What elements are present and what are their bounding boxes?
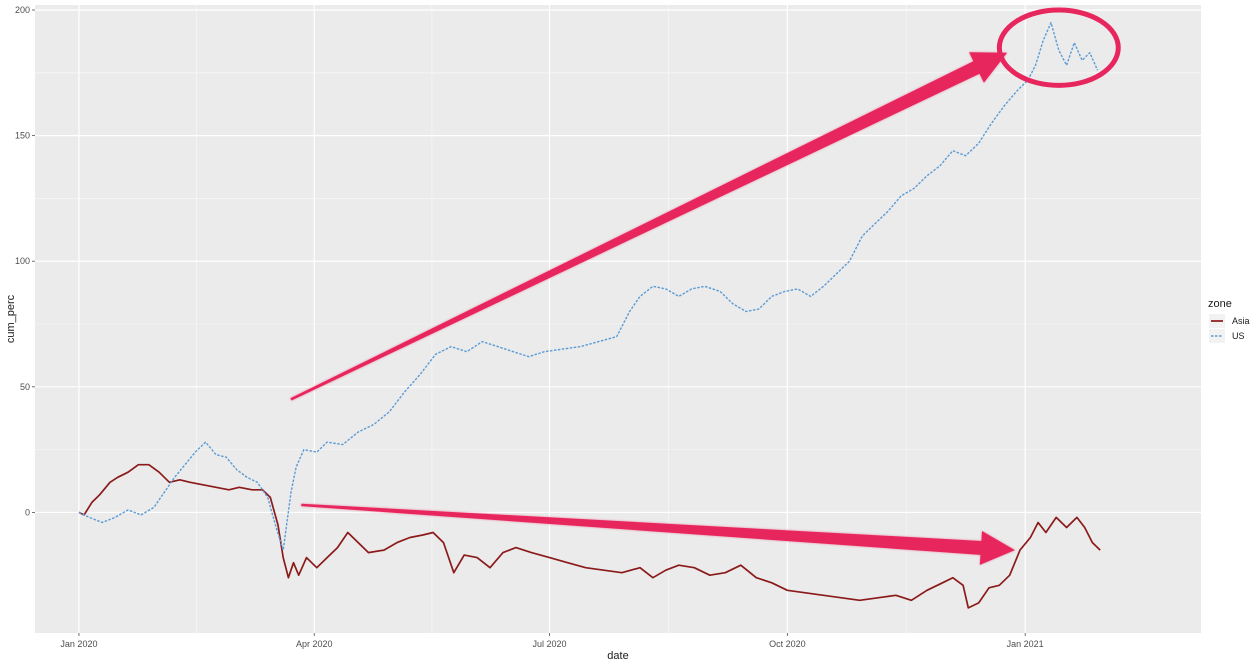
legend: zone Asia US xyxy=(1208,298,1250,343)
series-layer xyxy=(78,21,1101,609)
y-tick-label: 50 xyxy=(20,382,30,392)
legend-title: zone xyxy=(1208,298,1232,310)
legend-label-us: US xyxy=(1232,331,1245,341)
x-tick-label: Apr 2020 xyxy=(296,639,333,649)
y-axis: 0 50 100 150 200 xyxy=(15,5,35,517)
grid-minor xyxy=(35,5,1201,633)
series-line-us xyxy=(78,21,1099,551)
series-line-asia xyxy=(78,463,1101,609)
plot-panel xyxy=(35,5,1201,633)
annotation-layer xyxy=(290,7,1121,565)
legend-label-asia: Asia xyxy=(1232,316,1250,326)
x-tick-label: Jan 2021 xyxy=(1007,639,1044,649)
annotation-arrow-1 xyxy=(290,52,1008,401)
annotation-arrow-2 xyxy=(301,503,1015,565)
x-tick-label: Jul 2020 xyxy=(532,639,566,649)
y-axis-title: cum_perc xyxy=(5,294,17,343)
annotation-highlight-ellipse xyxy=(996,7,1121,88)
x-axis-title: date xyxy=(607,650,628,662)
grid-major xyxy=(35,5,1201,633)
x-tick-label: Jan 2020 xyxy=(60,639,97,649)
x-axis: Jan 2020 Apr 2020 Jul 2020 Oct 2020 Jan 2021 xyxy=(60,633,1044,649)
y-tick-label: 200 xyxy=(15,5,30,15)
y-tick-label: 150 xyxy=(15,131,30,141)
y-tick-label: 100 xyxy=(15,256,30,266)
y-tick-label: 0 xyxy=(25,507,30,517)
x-tick-label: Oct 2020 xyxy=(769,639,806,649)
